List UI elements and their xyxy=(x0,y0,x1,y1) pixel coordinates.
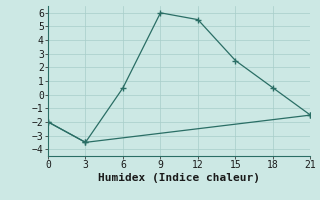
X-axis label: Humidex (Indice chaleur): Humidex (Indice chaleur) xyxy=(98,173,260,183)
